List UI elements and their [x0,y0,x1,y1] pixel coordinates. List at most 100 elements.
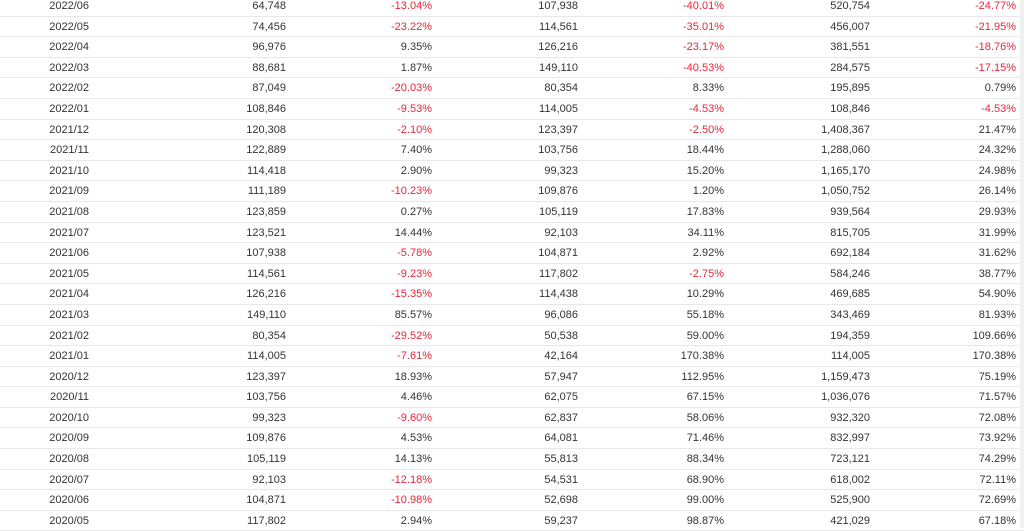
change-cell: -2.10% [397,123,432,136]
table-row: 2022/04 96,976 9.35% 126,216 -23.17% 381,551 -… [0,37,1024,58]
change-cell: 68.90% [686,473,724,486]
change-cell: 10.29% [686,288,724,301]
change-cell: 73.92% [978,432,1016,445]
change-cell: 34.11% [687,226,725,239]
value-cell: 123,397 [246,370,286,383]
value-cell: 80,354 [252,329,286,342]
change-cell: 24.98% [978,164,1016,177]
change-cell: 85.57% [394,308,432,321]
value-cell: 62,837 [544,411,578,424]
table-row: 2020/06 104,871 -10.98% 52,698 99.00% 525,900… [0,490,1024,511]
value-cell: 80,354 [544,82,578,95]
change-cell: -9.23% [397,267,432,280]
value-cell: 584,246 [830,267,870,280]
value-cell: 114,005 [831,350,870,363]
month-cell: 2022/01 [49,102,89,115]
table-row: 2021/04 126,216 -15.35% 114,438 10.29% 469,68… [0,284,1024,305]
change-cell: 170.38% [680,350,724,363]
value-cell: 692,184 [830,247,870,260]
change-cell: -12.18% [391,473,432,486]
scrollbar-track[interactable] [1020,0,1024,528]
change-cell: -40.01% [683,0,724,12]
value-cell: 92,103 [544,226,578,239]
change-cell: 1.20% [692,185,724,198]
change-cell: -2.50% [689,123,724,136]
change-cell: -13.04% [391,0,432,12]
change-cell: 98.87% [686,514,724,527]
value-cell: 103,756 [246,391,286,404]
value-cell: 120,308 [246,123,286,136]
value-cell: 149,110 [539,61,578,74]
table-row: 2020/12 123,397 18.93% 57,947 112.95% 1,159,4… [0,367,1024,388]
value-cell: 50,538 [544,329,578,342]
value-cell: 525,900 [830,494,870,507]
change-cell: 18.44% [686,144,724,157]
month-cell: 2021/02 [49,329,89,342]
value-cell: 114,561 [247,267,286,280]
value-cell: 54,531 [544,473,578,486]
change-cell: 18.93% [394,370,432,383]
change-cell: -17.15% [975,61,1016,74]
value-cell: 1,165,170 [821,164,870,177]
value-cell: 42,164 [544,350,578,363]
value-cell: 62,075 [544,391,578,404]
change-cell: 72.08% [978,411,1016,424]
value-cell: 64,081 [544,432,578,445]
change-cell: 17.83% [686,205,724,218]
change-cell: 71.46% [686,432,724,445]
value-cell: 55,813 [544,453,578,466]
value-cell: 421,029 [830,514,870,527]
month-cell: 2021/07 [49,226,89,239]
table-row: 2021/03 149,110 85.57% 96,086 55.18% 343,469 8… [0,305,1024,326]
value-cell: 123,859 [246,205,286,218]
table-row: 2020/07 92,103 -12.18% 54,531 68.90% 618,002 7… [0,470,1024,491]
month-cell: 2020/07 [49,473,89,486]
change-cell: 2.94% [400,514,432,527]
value-cell: 114,418 [247,164,286,177]
table-row: 2021/08 123,859 0.27% 105,119 17.83% 939,564 2… [0,202,1024,223]
value-cell: 149,110 [247,308,286,321]
change-cell: 26.14% [978,185,1016,198]
value-cell: 108,846 [246,102,286,115]
value-cell: 1,288,060 [821,144,870,157]
value-cell: 343,469 [830,308,870,321]
change-cell: 2.90% [400,164,432,177]
change-cell: -10.98% [391,494,432,507]
change-cell: -18.76% [975,41,1016,54]
change-cell: -4.53% [981,102,1016,115]
month-cell: 2020/12 [49,370,89,383]
change-cell: 0.79% [984,82,1016,95]
table-row: 2020/10 99,323 -9.60% 62,837 58.06% 932,320 72… [0,408,1024,429]
month-cell: 2022/05 [49,20,89,33]
value-cell: 520,754 [830,0,870,12]
month-cell: 2020/11 [50,391,89,404]
table-row: 2022/06 64,748 -13.04% 107,938 -40.01% 520,75… [0,0,1024,17]
table-row: 2021/09 111,189 -10.23% 109,876 1.20% 1,050,7… [0,181,1024,202]
table-row: 2020/09 109,876 4.53% 64,081 71.46% 832,997 73… [0,428,1024,450]
value-cell: 109,876 [246,432,286,445]
month-cell: 2022/04 [49,41,89,54]
value-cell: 284,575 [830,61,870,74]
table-row: 2021/01 114,005 -7.61% 42,164 170.38% 114,005… [0,346,1024,367]
value-cell: 64,748 [252,0,286,12]
change-cell: 59.00% [686,329,724,342]
change-cell: 7.40% [400,144,432,157]
month-cell: 2021/12 [49,123,89,136]
value-cell: 107,938 [246,247,286,260]
change-cell: 24.32% [978,144,1016,157]
value-cell: 114,005 [539,102,578,115]
change-cell: -9.53% [397,102,432,115]
value-cell: 96,976 [252,41,286,54]
value-cell: 122,889 [246,144,286,157]
change-cell: 81.93% [978,308,1016,321]
value-cell: 126,216 [246,288,286,301]
change-cell: 170.38% [972,350,1016,363]
change-cell: 112.95% [681,370,724,383]
change-cell: 8.33% [692,82,724,95]
change-cell: -10.23% [391,185,432,198]
value-cell: 52,698 [544,494,578,507]
month-cell: 2021/09 [49,185,89,198]
value-cell: 123,521 [246,226,286,239]
change-cell: 38.77% [978,267,1016,280]
month-cell: 2020/06 [49,494,89,507]
